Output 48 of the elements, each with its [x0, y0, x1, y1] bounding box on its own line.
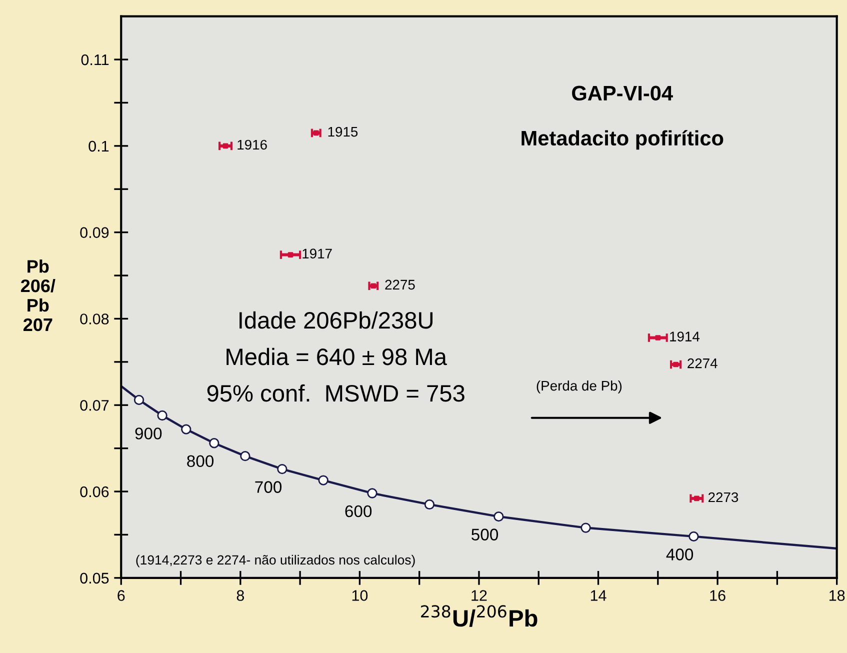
point	[181, 424, 192, 434]
x-tick-label: 18	[830, 590, 845, 601]
annotation: 1917	[302, 248, 332, 259]
point	[134, 394, 144, 406]
annotation: (Perda de Pb)	[536, 380, 622, 394]
annotation: 2273	[708, 492, 738, 502]
y-tick-label: 0.06	[80, 486, 109, 498]
x-tick-label: 10	[352, 590, 368, 601]
annotation: (1914,2273 e 2274- não utilizados nos calculos)	[136, 554, 415, 568]
annotation: 400	[666, 548, 694, 560]
y-tick-label: 0.09	[80, 227, 109, 238]
annotation: 95% conf. MSWD = 753	[207, 384, 464, 402]
y-axis-title: Pb 206/ Pb 207	[20, 260, 56, 332]
point	[688, 531, 699, 542]
annotation: 1916	[238, 140, 267, 150]
annotation: 2275	[385, 280, 415, 290]
x-tick-label: 8	[236, 590, 244, 601]
y-tick-label: 0.1	[88, 140, 109, 152]
y-tick-label: 0.08	[80, 314, 109, 324]
y-tick-label: 0.07	[80, 400, 109, 411]
point	[209, 438, 220, 448]
point	[157, 410, 168, 421]
annotation: Media = 640 ± 98 Ma	[226, 348, 447, 366]
annotation: 600	[345, 505, 372, 518]
y-tick-label: 0.11	[81, 54, 109, 66]
annotation: GAP-VI-04	[572, 86, 673, 101]
y-tick-label: 0.05	[80, 572, 109, 584]
annotation: 2274	[688, 358, 718, 368]
point	[580, 522, 591, 533]
annotation: 1915	[328, 126, 358, 137]
point	[240, 451, 250, 462]
point	[367, 488, 378, 498]
annotation: 1914	[670, 332, 700, 342]
annotation: 500	[472, 528, 498, 540]
x-tick-label: 6	[118, 590, 125, 601]
annotation: 700	[255, 481, 282, 493]
x-axis-title: $^{238}$U/$^{206}$Pb	[421, 605, 538, 627]
x-tick-label: 14	[590, 590, 606, 601]
point	[277, 464, 288, 474]
point	[494, 511, 504, 522]
annotation: Metadacito pofirítico	[522, 130, 724, 150]
point	[424, 499, 435, 510]
x-tick-label: 12	[472, 590, 487, 601]
point	[318, 475, 328, 486]
annotation: 900	[135, 428, 162, 440]
annotation: 800	[187, 455, 214, 468]
annotation: Idade 206Pb/238U	[240, 311, 432, 329]
x-tick-label: 16	[710, 590, 726, 601]
